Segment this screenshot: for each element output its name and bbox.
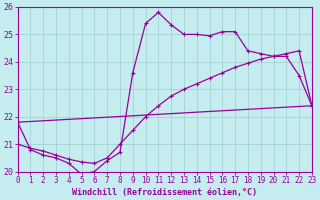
X-axis label: Windchill (Refroidissement éolien,°C): Windchill (Refroidissement éolien,°C)	[72, 188, 257, 197]
